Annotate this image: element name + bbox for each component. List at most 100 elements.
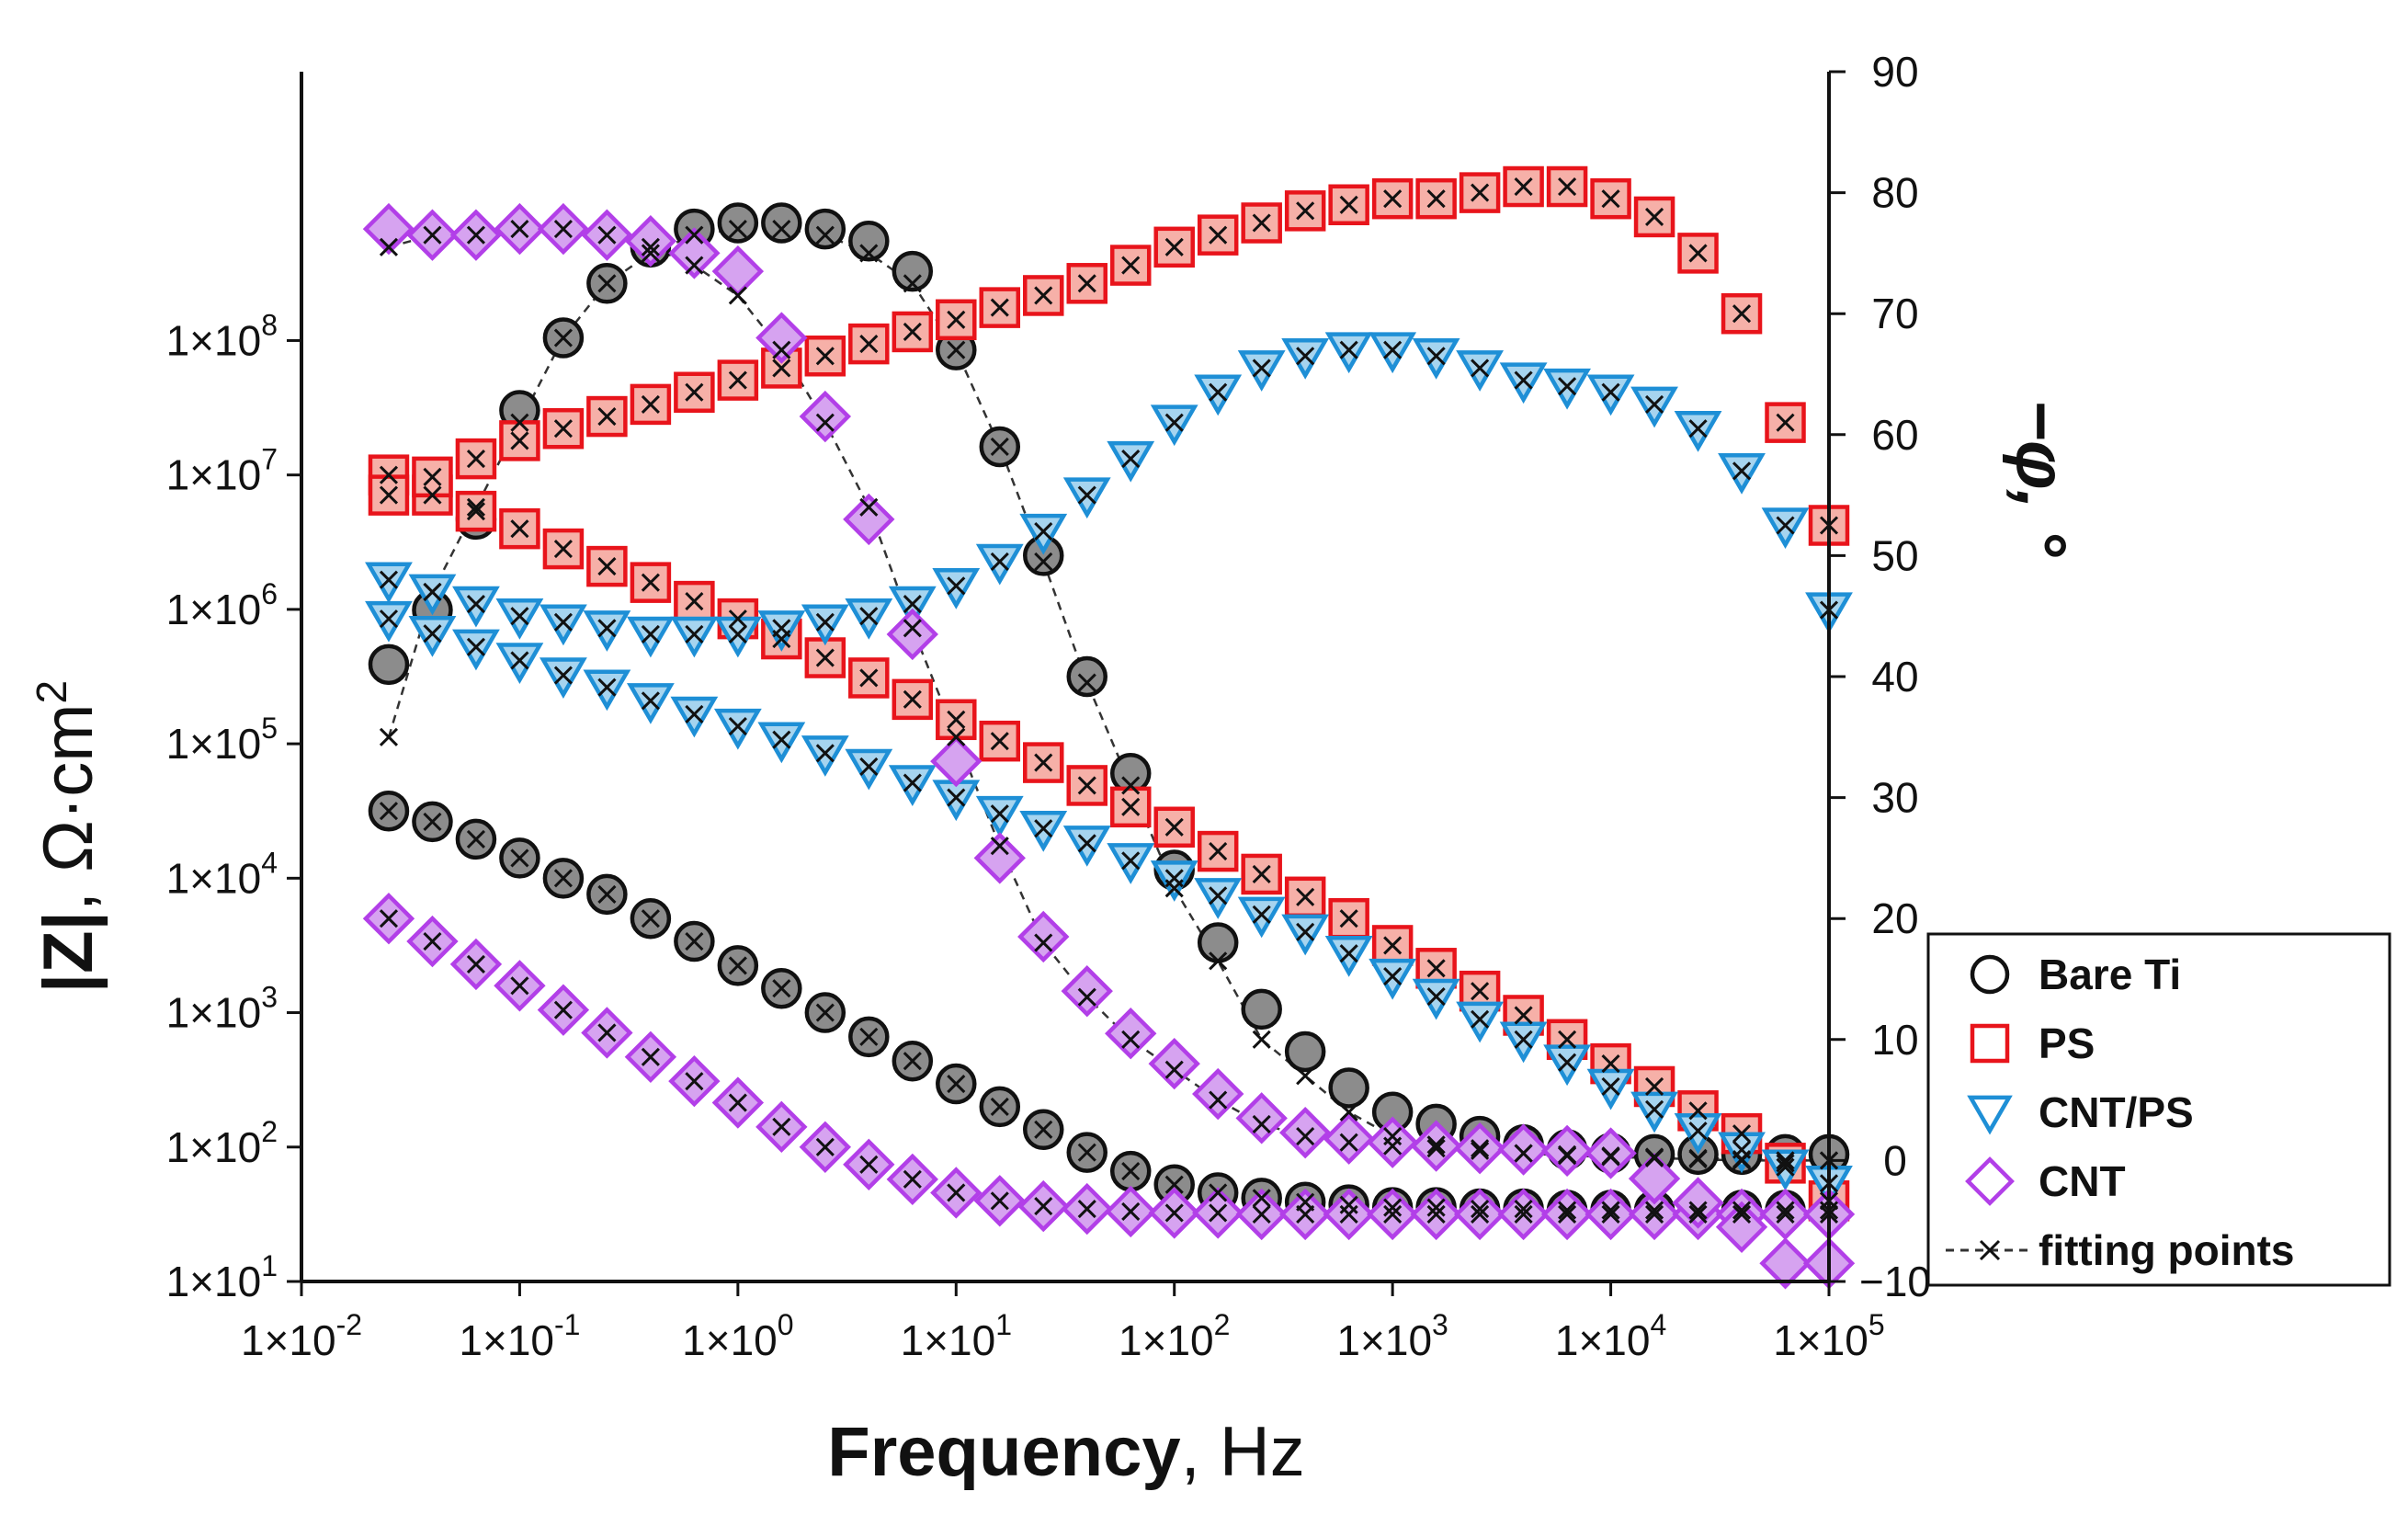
ps-phase-fit-point [1514, 177, 1533, 197]
x-tick-exponent: 2 [1214, 1308, 1231, 1341]
ps-impedance-fit-point [685, 592, 704, 611]
ps-impedance-fit-point [1339, 909, 1358, 928]
cnt-impedance-fit-point [685, 1072, 704, 1091]
bare-ti-phase-fit-point [1077, 673, 1096, 692]
bare-ti-phase-fit-point [728, 220, 747, 239]
y-right-tick-label: 0 [1883, 1136, 1907, 1184]
ps-phase-point [368, 474, 410, 516]
bare-ti-phase-point [1284, 1031, 1326, 1073]
y-left-tick-exponent: 7 [261, 443, 278, 476]
y-right-tick-label: 40 [1871, 653, 1918, 700]
y-right-tick-label: 10 [1871, 1016, 1918, 1064]
x-tick-exponent: 3 [1432, 1308, 1448, 1341]
ps-impedance-fit-point [466, 502, 486, 521]
cnt-ps-impedance-fit-point [1776, 1157, 1795, 1177]
cnt-ps-impedance-fit-point [1121, 851, 1141, 871]
cnt-impedance-fit-point [1077, 1199, 1096, 1219]
bare-ti-phase-fit-point [1339, 1102, 1358, 1122]
ps-impedance-fit-point [815, 648, 835, 667]
ps-phase-fit-point [859, 335, 879, 354]
bare-ti-phase-point [804, 208, 846, 250]
y-right-tick-label: 30 [1871, 774, 1918, 822]
bare-ti-impedance-fit-point [1776, 1201, 1795, 1220]
cnt-impedance-fit-point [859, 1155, 879, 1174]
ps-impedance-fit-point [859, 668, 879, 688]
cnt-impedance-fit-point [1601, 1204, 1620, 1224]
y-left-tick-exponent: 6 [261, 577, 278, 610]
bare-ti-phase-fit-point [1296, 1066, 1315, 1086]
y-left-tick-label: 1×104 [166, 846, 278, 902]
cnt-ps-phase-fit-point [1252, 359, 1271, 378]
legend-label: PS [2039, 1019, 2095, 1067]
cnt-phase-fit-point [1601, 1146, 1620, 1166]
bare-ti-phase-fit-point [1471, 1139, 1490, 1158]
legend-label: fitting points [2039, 1226, 2294, 1274]
ps-phase-fit-point [510, 431, 529, 450]
cnt-ps-phase-fit-point [1339, 340, 1358, 359]
ps-phase-fit-point [1383, 189, 1403, 209]
cnt-phase-point [1017, 910, 1070, 963]
cnt-ps-impedance-fit-point [1077, 834, 1096, 853]
bare-ti-impedance-fit-point [1644, 1201, 1664, 1220]
cnt-ps-impedance-fit-point [859, 757, 879, 777]
cnt-impedance-fit-point [597, 1023, 617, 1042]
ps-impedance-fit-point [1296, 887, 1315, 906]
cnt-phase-fit-point [728, 286, 747, 305]
x-tick-label: 1×101 [901, 1308, 1012, 1364]
cnt-ps-impedance-fit-point [379, 609, 399, 629]
cnt-phase-point [668, 227, 721, 279]
cnt-phase-point [1497, 1123, 1550, 1176]
cnt-phase-point [799, 390, 852, 443]
ps-phase-fit-point [728, 370, 747, 390]
bare-ti-phase-fit-point [1121, 776, 1141, 795]
cnt-impedance-fit-point [947, 1183, 966, 1202]
x-tick-base: 1×10 [682, 1316, 778, 1364]
cnt-ps-impedance-fit-point [553, 666, 573, 685]
cnt-ps-phase-fit-point [510, 607, 529, 626]
cnt-ps-phase-fit-point [597, 619, 617, 638]
cnt-impedance-fit-point [772, 1117, 791, 1136]
x-tick-label: 1×103 [1336, 1308, 1448, 1364]
y-left-tick-base: 1×10 [166, 586, 262, 633]
cnt-ps-phase-fit-point [1558, 377, 1577, 396]
bare-ti-impedance-fit-point [1034, 1120, 1053, 1139]
bare-ti-impedance-fit-point [1558, 1201, 1577, 1220]
cnt-phase-fit-point [903, 619, 922, 638]
cnt-phase-point [930, 735, 983, 788]
cnt-impedance-fit-point [1732, 1204, 1752, 1224]
y-right-tick-label: 70 [1871, 290, 1918, 337]
cnt-ps-impedance-fit-point [597, 678, 617, 697]
legend-label: Bare Ti [2039, 951, 2181, 998]
ps-phase-fit-point [553, 419, 573, 438]
cnt-impedance-fit-point [1514, 1204, 1533, 1224]
bare-ti-impedance-fit-point [685, 931, 704, 951]
ps-phase-fit-point [772, 359, 791, 378]
x-tick-base: 1×10 [459, 1316, 554, 1364]
y-right-tick-label: 80 [1871, 169, 1918, 217]
ps-phase-fit-point [641, 394, 660, 414]
cnt-ps-impedance-fit-point [1471, 1009, 1490, 1029]
x-tick-label: 1×102 [1119, 1308, 1230, 1364]
bare-ti-phase-point [1197, 922, 1239, 963]
cnt-phase-fit-point [947, 727, 966, 746]
cnt-ps-phase-fit-point [1077, 485, 1096, 505]
ps-impedance-fit-point [1471, 982, 1490, 1001]
ps-impedance-point [455, 490, 497, 532]
cnt-ps-phase-fit-point [1688, 419, 1708, 438]
cnt-ps-phase-fit-point [1732, 461, 1752, 481]
ps-phase-fit-point [1339, 195, 1358, 214]
bare-ti-phase-fit-point [597, 274, 617, 293]
y-left-tick-label: 1×107 [166, 443, 278, 499]
ps-phase-fit-point [1644, 207, 1664, 226]
y-right-tick-label: −10 [1859, 1258, 1931, 1305]
legend-box [1926, 932, 2391, 1287]
bare-ti-impedance-fit-point [1383, 1198, 1403, 1217]
cnt-impedance-fit-point [1034, 1197, 1053, 1216]
cnt-ps-phase-fit-point [1383, 340, 1403, 359]
ps-phase-point [804, 336, 846, 377]
y-left-tick-base: 1×10 [166, 1123, 262, 1171]
bare-ti-impedance-fit-point [510, 848, 529, 868]
cnt-ps-phase-fit-point [423, 582, 442, 601]
cnt-phase-point [1235, 1092, 1288, 1144]
cnt-ps-phase-fit-point [685, 624, 704, 644]
